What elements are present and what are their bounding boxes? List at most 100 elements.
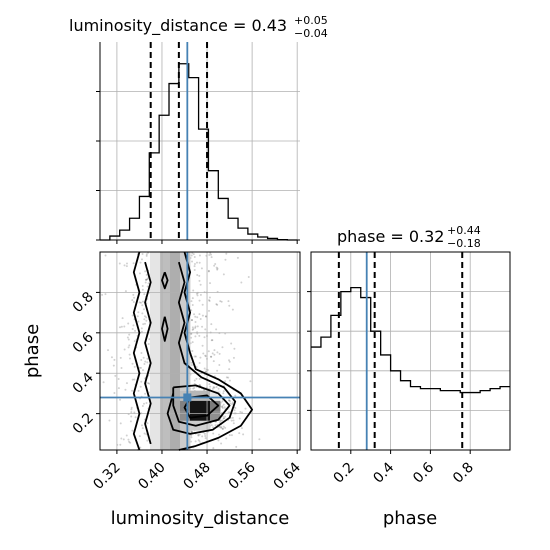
title-phase-minus: −0.18 [447, 237, 481, 250]
scatter-point [113, 392, 116, 395]
scatter-point [230, 419, 233, 422]
density-cell [180, 420, 191, 431]
density-cell [170, 351, 181, 362]
density-cell [170, 321, 181, 332]
scatter-point [217, 439, 220, 442]
scatter-point [131, 362, 134, 365]
density-cell [170, 360, 181, 372]
density-cell [160, 360, 171, 372]
scatter-point [133, 296, 136, 299]
scatter-point [194, 440, 197, 443]
scatter-point [223, 417, 226, 420]
scatter-point [198, 313, 201, 316]
scatter-point [213, 264, 216, 267]
luminosity-distance-x-tick-label: 0.40 [135, 460, 168, 493]
scatter-point [194, 355, 197, 358]
scatter-point [204, 354, 207, 357]
scatter-point [208, 296, 211, 299]
scatter-point [142, 356, 145, 359]
scatter-point [217, 387, 220, 390]
scatter-point [193, 355, 196, 358]
scatter-point [129, 357, 132, 360]
x-axis-label-phase: phase [383, 508, 437, 529]
density-cell [150, 271, 161, 283]
contour-line [161, 316, 169, 342]
scatter-point [204, 370, 207, 373]
density-cell [160, 271, 171, 283]
scatter-point [201, 325, 204, 328]
scatter-point [212, 386, 215, 389]
density-cell [190, 390, 201, 401]
scatter-point [235, 445, 238, 448]
density-cell [170, 420, 181, 431]
scatter-point [138, 301, 141, 304]
scatter-point [131, 314, 134, 317]
scatter-point [194, 315, 197, 318]
scatter-point [222, 273, 225, 276]
title-phase: phase = 0.32 [337, 227, 444, 246]
density-cell [160, 291, 171, 302]
scatter-point [214, 263, 217, 266]
scatter-point [130, 406, 133, 409]
scatter-point [142, 308, 145, 311]
scatter-point [147, 282, 150, 285]
scatter-point [143, 318, 146, 321]
scatter-point [198, 254, 201, 257]
scatter-point [118, 262, 121, 265]
scatter-point [220, 300, 223, 303]
scatter-point [232, 422, 235, 425]
scatter-point [194, 325, 197, 328]
scatter-point [148, 338, 151, 341]
scatter-point [234, 394, 237, 397]
scatter-point [191, 297, 194, 300]
scatter-point [236, 256, 239, 259]
density-cell [180, 261, 191, 273]
density-cell [180, 410, 191, 421]
density-cell [160, 410, 171, 421]
scatter-point [140, 327, 143, 330]
scatter-point [224, 380, 227, 383]
scatter-point [141, 427, 144, 430]
density-cell [150, 351, 161, 362]
scatter-point [221, 400, 224, 403]
scatter-point [146, 357, 149, 360]
scatter-point [220, 426, 223, 429]
scatter-point [124, 290, 127, 293]
scatter-point [224, 258, 227, 261]
scatter-point [197, 434, 200, 437]
scatter-point [145, 273, 148, 276]
scatter-point [190, 436, 193, 439]
x-axis-label-luminosity-distance: luminosity_distance [111, 508, 290, 529]
density-cell [210, 390, 221, 401]
scatter-point [210, 355, 213, 358]
density-cell [170, 281, 181, 292]
scatter-point [240, 281, 243, 284]
marks [100, 42, 510, 450]
title-phase-plus: +0.44 [447, 224, 481, 237]
density-cell [200, 400, 211, 411]
scatter-point [204, 315, 207, 318]
scatter-point [125, 265, 128, 268]
scatter-point [146, 277, 149, 280]
scatter-point [144, 270, 147, 273]
scatter-point [198, 299, 201, 302]
density-cell [160, 261, 171, 273]
scatter-point [192, 387, 195, 390]
scatter-point [101, 293, 104, 296]
scatter-point [196, 274, 199, 277]
contour-line [183, 394, 220, 419]
scatter-point [258, 438, 261, 441]
scatter-point [102, 381, 105, 384]
scatter-point [196, 294, 199, 297]
density-cell [170, 291, 181, 302]
scatter-point [199, 318, 202, 321]
density-cell [160, 252, 171, 263]
density-cell [180, 440, 191, 451]
scatter-point [198, 383, 201, 386]
scatter-point [195, 292, 198, 295]
scatter-point [233, 347, 236, 350]
scatter-point [201, 303, 204, 306]
scatter-point [210, 323, 213, 326]
scatter-point [123, 325, 126, 328]
scatter-point [190, 319, 193, 322]
